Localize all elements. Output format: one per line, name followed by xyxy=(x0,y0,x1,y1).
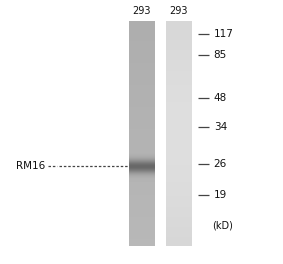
Text: 293: 293 xyxy=(132,6,151,16)
Text: 19: 19 xyxy=(214,190,227,200)
Text: 117: 117 xyxy=(214,29,233,39)
Text: 26: 26 xyxy=(214,159,227,169)
Text: 85: 85 xyxy=(214,50,227,60)
Text: 293: 293 xyxy=(169,6,188,16)
Text: RM16: RM16 xyxy=(16,161,45,171)
Text: 34: 34 xyxy=(214,122,227,132)
Text: (kD): (kD) xyxy=(212,221,233,231)
Text: 48: 48 xyxy=(214,93,227,103)
